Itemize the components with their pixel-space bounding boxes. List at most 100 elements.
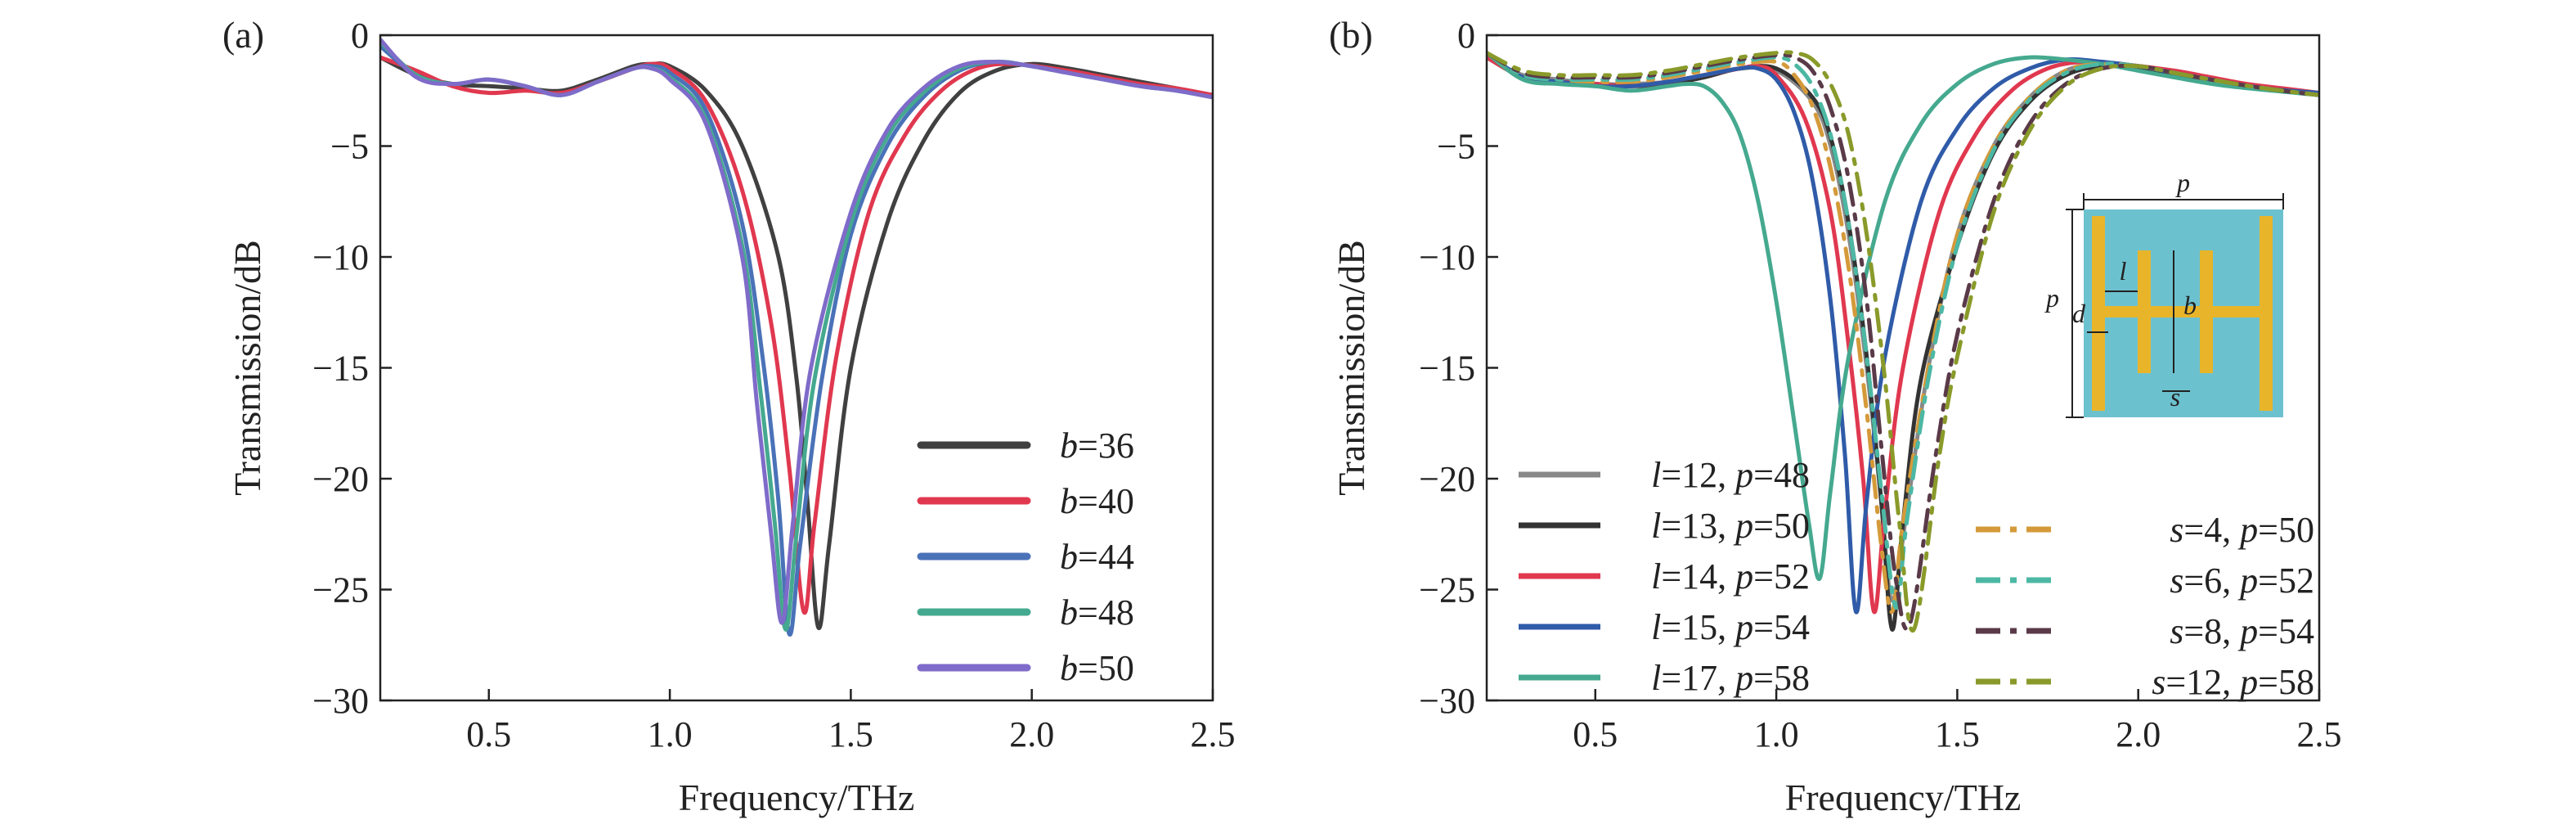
legend-label-b-8-part-2: p: [2237, 662, 2258, 702]
legend-label-b-8-part-0: s: [2152, 662, 2165, 702]
legend-label-b-5-part-3: =50: [2258, 510, 2314, 550]
inset-arm-left: [2105, 306, 2138, 317]
y-tick-label-b-0: 0: [1457, 16, 1475, 56]
legend-label-b-6: s=6, p=52: [2170, 561, 2314, 601]
inset-bar-right: [2260, 216, 2273, 411]
chart-panel-b: 0.5 1.0 1.5 2.0 2.5 0 −5 −10 −15 −20 −25 −30 Frequen…: [1329, 14, 2342, 818]
legend-label-b-0: l=12, p=48: [1651, 455, 1810, 495]
legend-label-b-2-part-0: l: [1651, 556, 1661, 597]
legend-label-b-5-part-0: s: [2170, 510, 2183, 550]
legend-label-b-5: s=4, p=50: [2170, 510, 2314, 550]
legend-label-b-3-part-0: l: [1651, 607, 1661, 647]
legend-label-a-3-part-1: =48: [1078, 592, 1134, 633]
series-line-b-8: [1487, 50, 2319, 633]
legend-label-b-7-part-0: s: [2170, 611, 2183, 651]
inset-post-right: [2200, 250, 2213, 373]
legend-label-a-3-part-0: b: [1060, 592, 1078, 633]
legend-label-b-7-part-1: =8,: [2183, 611, 2240, 651]
panel-label-a: (a): [222, 14, 264, 56]
x-tick-label-b-2: 1.5: [1935, 714, 1980, 754]
inset-label-p-top: p: [2175, 168, 2190, 197]
y-tick-label-b-5: −25: [1419, 570, 1475, 610]
inset-bar-left: [2092, 216, 2105, 411]
legend-label-a-4-part-0: b: [1060, 648, 1078, 688]
legend-label-a-2-part-1: =44: [1078, 537, 1134, 577]
legend-label-b-7-part-3: =54: [2258, 611, 2314, 651]
x-tick-label-b-0: 0.5: [1573, 714, 1618, 754]
y-tick-label-b-3: −15: [1419, 349, 1475, 389]
legend-label-a-1-part-0: b: [1060, 481, 1078, 521]
y-tick-label-b-6: −30: [1419, 681, 1475, 721]
inset-crossbar: [2151, 306, 2200, 317]
legend-label-b-2-part-3: =52: [1753, 556, 1810, 597]
legend-label-b-2: l=14, p=52: [1651, 556, 1810, 597]
legend-label-b-0-part-1: =12,: [1661, 455, 1735, 495]
inset-arm-right: [2213, 306, 2260, 317]
y-axis-title-b: Transmission/dB: [1331, 240, 1372, 496]
legend-label-b-2-part-1: =14,: [1661, 556, 1735, 597]
y-tick-label-a-1: −5: [330, 127, 369, 167]
legend-label-b-2-part-2: p: [1733, 556, 1753, 597]
y-tick-label-b-1: −5: [1437, 127, 1475, 167]
legend-label-a-2: b=44: [1060, 537, 1134, 577]
x-tick-label-a-0: 0.5: [466, 714, 511, 754]
legend-label-b-3-part-2: p: [1733, 607, 1753, 647]
legend-label-a-0: b=36: [1060, 426, 1134, 466]
x-axis-title-b: Frequency/THz: [1785, 777, 2022, 818]
unit-cell-inset: p p l b d s: [2044, 168, 2284, 418]
legend-label-b-6-part-2: p: [2237, 561, 2258, 601]
legend-label-a-4: b=50: [1060, 648, 1134, 688]
series-line-b-4: [1487, 51, 2319, 582]
inset-label-s: s: [2170, 382, 2180, 412]
legend-label-b-7: s=8, p=54: [2170, 611, 2314, 651]
legend-label-b-6-part-3: =52: [2258, 561, 2314, 601]
legend-label-a-1: b=40: [1060, 481, 1134, 521]
inset-label-d: d: [2072, 299, 2086, 328]
y-tick-label-a-5: −25: [312, 570, 369, 610]
series-line-b-5: [1487, 51, 2319, 615]
legend-label-b-0-part-3: =48: [1753, 455, 1810, 495]
legend-label-b-0-part-0: l: [1651, 455, 1661, 495]
series-group-a: [380, 37, 1213, 637]
series-group-b: [1487, 50, 2319, 633]
legend-label-b-1-part-1: =13,: [1661, 506, 1735, 546]
inset-label-b: b: [2183, 290, 2197, 320]
legend-label-a-4-part-1: =50: [1078, 648, 1134, 688]
legend-label-b-1: l=13, p=50: [1651, 506, 1810, 546]
legend-label-b-3-part-1: =15,: [1661, 607, 1735, 647]
legend-label-b-4-part-0: l: [1651, 658, 1661, 698]
legend-label-b-5-part-1: =4,: [2183, 510, 2240, 550]
y-tick-label-a-6: −30: [312, 681, 369, 721]
chart-panel-a: 0.5 1.0 1.5 2.0 2.5 0 −5 −10 −15 −20 −25 −30 Frequen…: [222, 14, 1236, 818]
x-tick-label-b-1: 1.0: [1754, 714, 1799, 754]
legend-label-b-3: l=15, p=54: [1651, 607, 1810, 647]
y-tick-label-a-4: −20: [312, 459, 369, 499]
legend-label-b-5-part-2: p: [2237, 510, 2258, 550]
x-tick-label-b-3: 2.0: [2116, 714, 2161, 754]
legend-label-a-1-part-1: =40: [1078, 481, 1134, 521]
legend-label-a-0-part-1: =36: [1078, 426, 1134, 466]
x-tick-label-a-3: 2.0: [1009, 714, 1054, 754]
y-tick-label-b-4: −20: [1419, 459, 1475, 499]
inset-label-l: l: [2120, 256, 2127, 286]
legend-label-b-0-part-2: p: [1733, 455, 1753, 495]
series-line-b-1: [1487, 55, 2319, 632]
inset-post-left: [2138, 250, 2151, 373]
legend-label-b-4-part-2: p: [1733, 658, 1753, 698]
legend-label-b-8-part-3: =58: [2258, 662, 2314, 702]
series-line-b-6: [1487, 51, 2319, 610]
legend-label-a-3: b=48: [1060, 592, 1134, 633]
y-tick-label-a-3: −15: [312, 349, 369, 389]
legend-label-b-4-part-1: =17,: [1661, 658, 1735, 698]
series-line-b-3: [1487, 51, 2319, 615]
legend-label-a-2-part-0: b: [1060, 537, 1078, 577]
y-tick-label-a-0: 0: [351, 16, 369, 56]
legend-label-b-1-part-2: p: [1733, 506, 1753, 546]
legend-label-b-3-part-3: =54: [1753, 607, 1810, 647]
legend-label-b-6-part-1: =6,: [2183, 561, 2240, 601]
x-tick-label-b-4: 2.5: [2297, 714, 2342, 754]
legend-label-b-6-part-0: s: [2170, 561, 2183, 601]
x-axis-title-a: Frequency/THz: [679, 777, 915, 818]
legend-label-b-4-part-3: =58: [1753, 658, 1810, 698]
